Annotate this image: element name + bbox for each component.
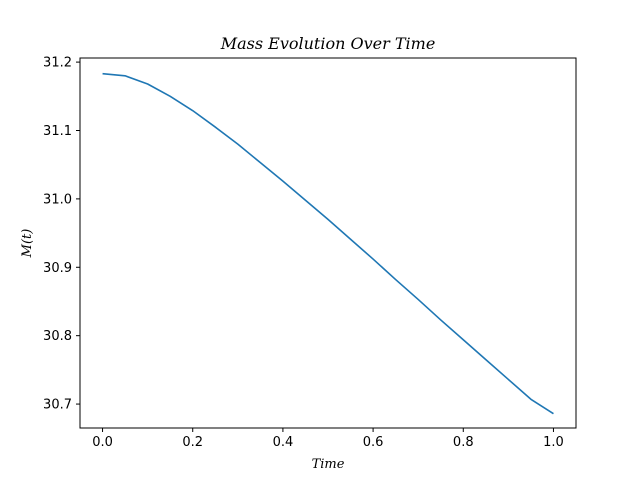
x-tick-label: 0.0 xyxy=(92,435,113,450)
plot-frame xyxy=(79,57,577,429)
x-axis-label: Time xyxy=(312,457,345,472)
x-tick-label: 0.4 xyxy=(273,435,294,450)
x-tick-label: 0.8 xyxy=(453,435,474,450)
y-tick-label: 31.2 xyxy=(43,56,72,71)
x-tick-label: 0.2 xyxy=(182,435,203,450)
series-line xyxy=(102,72,554,415)
x-axis: 0.0 0.2 0.4 0.6 0.8 1.0 xyxy=(92,428,564,450)
y-axis-label: M(t) xyxy=(20,229,35,259)
series-layer xyxy=(102,72,554,415)
y-tick-label: 30.8 xyxy=(43,329,72,344)
y-tick-label: 30.9 xyxy=(43,261,72,276)
y-axis: 30.7 30.8 30.9 31.0 31.1 31.2 xyxy=(43,56,80,413)
y-tick-label: 30.7 xyxy=(43,398,72,413)
x-tick-label: 0.6 xyxy=(363,435,384,450)
chart-title: Mass Evolution Over Time xyxy=(220,34,436,53)
y-tick-label: 31.0 xyxy=(43,192,72,207)
x-tick-label: 1.0 xyxy=(543,435,564,450)
y-tick-label: 31.1 xyxy=(43,124,72,139)
